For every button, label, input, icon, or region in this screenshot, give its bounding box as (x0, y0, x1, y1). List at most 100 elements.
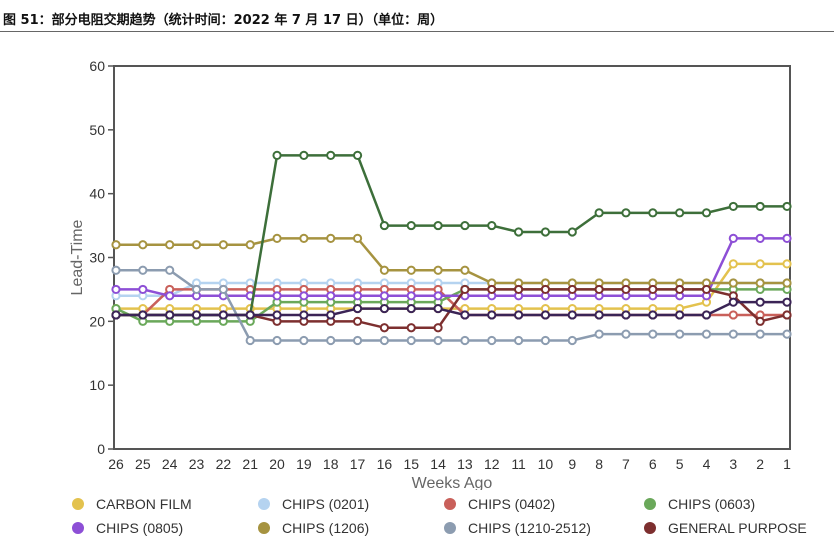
data-point[interactable] (755, 233, 765, 243)
data-point[interactable] (755, 297, 765, 307)
data-point[interactable] (165, 265, 175, 275)
data-point[interactable] (138, 240, 148, 250)
data-point[interactable] (621, 208, 631, 218)
data-point[interactable] (352, 335, 363, 346)
legend-item[interactable]: CHIPS (0603) (644, 496, 755, 512)
data-point[interactable] (487, 335, 497, 346)
data-point[interactable] (433, 323, 443, 333)
data-point[interactable] (272, 233, 282, 243)
data-point[interactable] (487, 220, 497, 231)
data-point[interactable] (433, 303, 443, 314)
data-point[interactable] (701, 208, 712, 218)
data-point[interactable] (299, 310, 309, 320)
data-point[interactable] (165, 240, 175, 250)
data-point[interactable] (218, 284, 228, 295)
data-point[interactable] (326, 291, 336, 301)
legend-item[interactable]: CHIPS (1210-2512) (444, 520, 591, 536)
data-point[interactable] (299, 233, 309, 243)
data-point[interactable] (406, 265, 416, 275)
data-point[interactable] (379, 291, 389, 301)
data-point[interactable] (111, 310, 121, 320)
data-point[interactable] (245, 335, 255, 346)
data-point[interactable] (648, 284, 658, 295)
data-point[interactable] (460, 265, 470, 275)
data-point[interactable] (406, 303, 416, 314)
data-point[interactable] (728, 329, 738, 339)
data-point[interactable] (138, 265, 148, 275)
data-point[interactable] (755, 329, 765, 339)
data-point[interactable] (701, 310, 712, 320)
data-point[interactable] (379, 303, 389, 314)
data-point[interactable] (782, 201, 792, 212)
data-point[interactable] (245, 310, 255, 320)
data-point[interactable] (111, 284, 121, 295)
data-point[interactable] (352, 233, 363, 243)
data-point[interactable] (648, 329, 658, 339)
data-point[interactable] (138, 284, 148, 295)
data-point[interactable] (165, 310, 175, 320)
data-point[interactable] (540, 310, 551, 320)
data-point[interactable] (352, 316, 363, 326)
data-point[interactable] (299, 291, 309, 301)
legend-item[interactable]: CHIPS (0201) (258, 496, 369, 512)
data-point[interactable] (728, 297, 738, 307)
data-point[interactable] (460, 335, 470, 346)
data-point[interactable] (728, 233, 738, 243)
data-point[interactable] (514, 335, 524, 346)
data-point[interactable] (621, 329, 631, 339)
data-point[interactable] (379, 323, 389, 333)
data-point[interactable] (621, 310, 631, 320)
data-point[interactable] (299, 335, 309, 346)
data-point[interactable] (728, 259, 738, 269)
data-point[interactable] (567, 284, 577, 295)
data-point[interactable] (379, 335, 389, 346)
legend-item[interactable]: CHIPS (1206) (258, 520, 369, 536)
data-point[interactable] (326, 335, 336, 346)
data-point[interactable] (272, 150, 282, 160)
data-point[interactable] (514, 227, 524, 237)
data-point[interactable] (540, 284, 551, 295)
data-point[interactable] (460, 284, 470, 295)
data-point[interactable] (460, 220, 470, 231)
data-point[interactable] (272, 291, 282, 301)
data-point[interactable] (433, 291, 443, 301)
data-point[interactable] (782, 259, 792, 269)
data-point[interactable] (111, 265, 121, 275)
data-point[interactable] (433, 335, 443, 346)
data-point[interactable] (755, 259, 765, 269)
data-point[interactable] (406, 335, 416, 346)
data-point[interactable] (218, 310, 228, 320)
legend-item[interactable]: CHIPS (0402) (444, 496, 555, 512)
data-point[interactable] (701, 329, 712, 339)
data-point[interactable] (406, 291, 416, 301)
data-point[interactable] (352, 303, 363, 314)
data-point[interactable] (782, 233, 792, 243)
data-point[interactable] (379, 265, 389, 275)
data-point[interactable] (594, 208, 604, 218)
data-point[interactable] (138, 310, 148, 320)
data-point[interactable] (487, 310, 497, 320)
data-point[interactable] (675, 284, 685, 295)
legend-item[interactable]: CARBON FILM (72, 496, 192, 512)
data-point[interactable] (755, 278, 765, 288)
data-point[interactable] (406, 323, 416, 333)
data-point[interactable] (782, 329, 792, 339)
data-point[interactable] (675, 208, 685, 218)
data-point[interactable] (272, 310, 282, 320)
data-point[interactable] (567, 227, 577, 237)
data-point[interactable] (191, 310, 202, 320)
data-point[interactable] (755, 316, 765, 326)
data-point[interactable] (352, 291, 363, 301)
data-point[interactable] (594, 329, 604, 339)
legend-item[interactable]: GENERAL PURPOSE (644, 520, 807, 536)
data-point[interactable] (594, 284, 604, 295)
data-point[interactable] (460, 310, 470, 320)
data-point[interactable] (326, 310, 336, 320)
data-point[interactable] (782, 278, 792, 288)
data-point[interactable] (191, 284, 202, 295)
legend-item[interactable]: CHIPS (0805) (72, 520, 183, 536)
data-point[interactable] (728, 310, 738, 320)
data-point[interactable] (165, 291, 175, 301)
data-point[interactable] (299, 150, 309, 160)
data-point[interactable] (675, 329, 685, 339)
